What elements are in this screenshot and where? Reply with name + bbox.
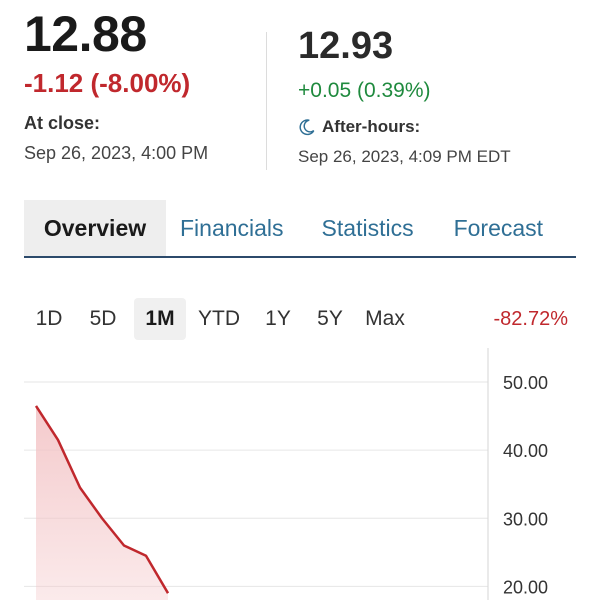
range-1y[interactable]: 1Y [265,307,291,330]
quote-divider [266,32,267,170]
y-tick-label-2: 30.00 [503,509,548,529]
range-change: -82.72% [493,308,569,330]
tab-statistics[interactable]: Statistics [321,215,414,241]
tab-overview[interactable]: Overview [24,200,166,256]
after-hours-quote: 12.93 +0.05 (0.39%) After-hours: Sep 26,… [298,24,511,168]
moon-icon [299,119,315,136]
close-quote: 12.88 -1.12 (-8.00%) At close: Sep 26, 2… [24,6,208,164]
range-selector: 1D 5D 1M YTD 1Y 5Y Max -82.72% [24,298,576,340]
close-label: At close: [24,113,101,133]
y-tick-label-3: 20.00 [503,577,548,597]
close-time: Sep 26, 2023, 4:00 PM [24,143,209,163]
tab-forecast[interactable]: Forecast [453,215,544,241]
price-chart[interactable]: 50.00 40.00 30.00 20.00 [0,348,600,600]
close-price: 12.88 [24,6,147,62]
range-1d[interactable]: 1D [35,307,63,330]
range-ytd[interactable]: YTD [198,307,240,330]
after-hours-label: After-hours: [322,117,421,136]
range-max[interactable]: Max [365,307,405,330]
after-hours-price: 12.93 [298,25,394,67]
section-tabs: Overview Financials Statistics Forecast [24,200,576,258]
after-hours-label-row: After-hours: [298,116,511,138]
after-hours-change: +0.05 (0.39%) [298,79,431,102]
range-5d[interactable]: 5D [89,307,117,330]
range-5y[interactable]: 5Y [317,307,343,330]
range-1m[interactable]: 1M [134,298,186,340]
y-tick-label-1: 40.00 [503,441,548,461]
after-hours-time: Sep 26, 2023, 4:09 PM EDT [298,147,511,166]
y-tick-label-0: 50.00 [503,373,548,393]
tab-financials[interactable]: Financials [180,215,284,241]
close-change: -1.12 (-8.00%) [24,68,191,98]
